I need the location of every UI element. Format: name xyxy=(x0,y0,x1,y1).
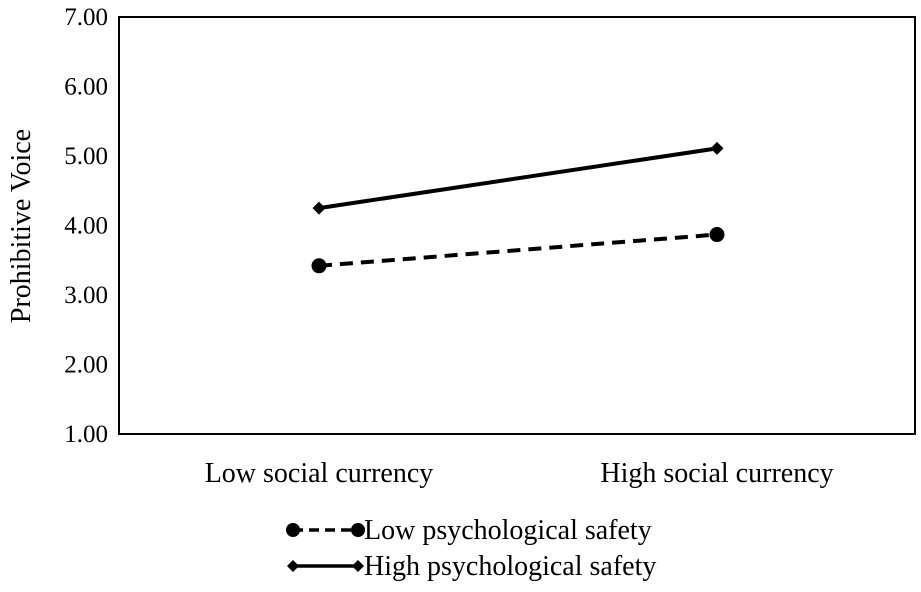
y-axis-ticks: 1.00 2.00 3.00 4.00 5.00 6.00 7.00 xyxy=(64,4,108,448)
series-layer xyxy=(311,141,725,274)
y-tick-label: 2.00 xyxy=(64,352,108,379)
series-0-point-1 xyxy=(709,227,725,243)
y-tick-label: 5.00 xyxy=(64,143,108,170)
x-category-label-high: High social currency xyxy=(600,458,833,489)
plot-area-frame xyxy=(118,16,916,435)
x-category-label-low: Low social currency xyxy=(205,458,434,489)
legend-marker-circle-right xyxy=(351,523,365,537)
legend-label-low-psychological-safety: Low psychological safety xyxy=(364,515,652,546)
legend-marker-diamond-right xyxy=(352,560,364,572)
series-line-1 xyxy=(318,146,718,211)
legend-marker-circle-left xyxy=(286,523,300,537)
y-axis-title: Prohibitive Voice xyxy=(6,129,37,323)
legend-marker-diamond-left xyxy=(287,560,299,572)
legend-label-high-psychological-safety: High psychological safety xyxy=(364,551,656,582)
y-tick-label: 4.00 xyxy=(64,213,108,240)
legend-item-low-psychological-safety: Low psychological safety xyxy=(286,515,652,546)
legend-item-high-psychological-safety: High psychological safety xyxy=(287,551,656,582)
series-1-point-1 xyxy=(710,141,724,155)
series-1-point-0 xyxy=(312,201,326,215)
y-tick-label: 7.00 xyxy=(64,4,108,31)
series-line-0 xyxy=(318,232,718,268)
y-tick-label: 6.00 xyxy=(64,74,108,101)
y-tick-label: 3.00 xyxy=(64,282,108,309)
y-tick-label: 1.00 xyxy=(64,421,108,448)
series-0-point-0 xyxy=(311,258,327,274)
legend: Low psychological safety High psychologi… xyxy=(286,515,656,582)
